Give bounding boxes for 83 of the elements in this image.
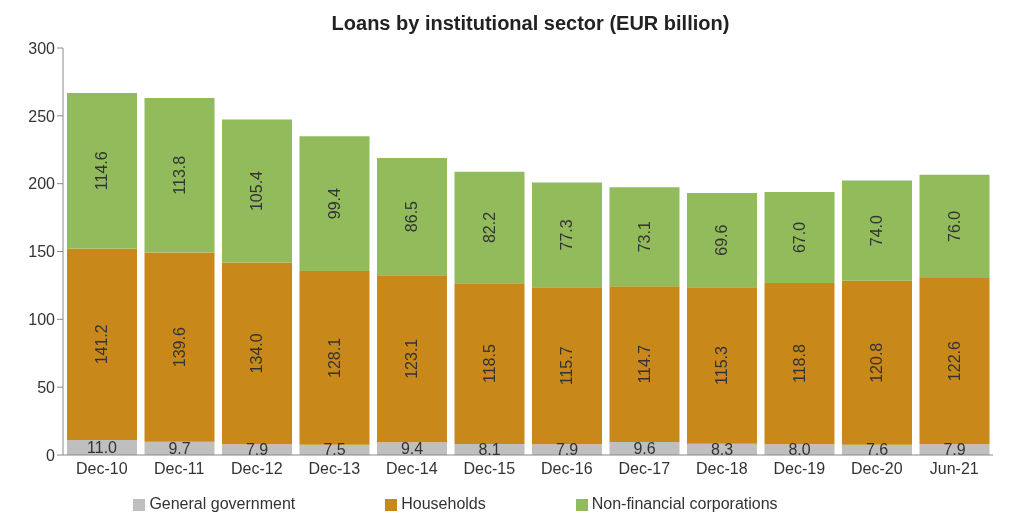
bar (609, 286, 680, 442)
data-label: 118.8 (791, 344, 808, 383)
data-label: 7.6 (865, 441, 889, 459)
x-tick-label: Dec-17 (618, 460, 671, 478)
x-tick-label: Dec-18 (695, 460, 748, 478)
y-tick-label: 50 (37, 378, 56, 396)
bar (299, 136, 370, 272)
data-label: 134.0 (248, 333, 266, 374)
y-tick-label: 200 (28, 175, 56, 193)
data-label: 73.1 (636, 221, 653, 253)
data-label: 9.6 (633, 439, 656, 457)
data-label: 118.5 (481, 344, 498, 384)
data-label: 114.7 (636, 344, 653, 384)
data-label: 8.3 (710, 440, 734, 458)
legend-label: Households (401, 495, 486, 512)
data-label: 9.4 (400, 440, 424, 458)
data-label: 123.1 (403, 338, 421, 379)
bar (377, 275, 447, 443)
data-label: 120.8 (868, 342, 886, 383)
data-label: 67.0 (791, 221, 808, 254)
bar (67, 248, 137, 441)
bar (764, 282, 835, 445)
bar (454, 283, 525, 445)
data-label: 141.2 (93, 324, 111, 365)
bar (222, 119, 292, 263)
bar (919, 277, 990, 445)
legend-label: Non-financial corporations (591, 495, 778, 512)
data-label: 7.9 (943, 441, 966, 459)
bar (144, 252, 215, 442)
data-label: 7.5 (323, 441, 346, 459)
data-label: 82.2 (481, 211, 498, 244)
data-label: 86.5 (403, 200, 421, 233)
bar (377, 157, 447, 276)
x-tick-label: Dec-19 (773, 460, 826, 478)
bar (842, 280, 912, 445)
data-label: 122.6 (946, 341, 963, 382)
bar (919, 174, 990, 278)
data-label: 69.6 (713, 224, 731, 256)
data-label: 77.3 (558, 219, 576, 251)
bar (454, 171, 525, 284)
x-tick-label: Dec-11 (154, 460, 205, 478)
x-tick-label: Dec-13 (308, 460, 361, 478)
data-label: 139.6 (171, 327, 188, 368)
y-tick-label: 0 (46, 446, 56, 464)
data-label: 74.0 (868, 214, 886, 247)
data-label: 11.0 (87, 439, 118, 457)
data-label: 115.7 (558, 346, 576, 386)
data-label: 113.8 (171, 155, 188, 195)
y-tick-label: 100 (28, 311, 56, 329)
x-tick-label: Dec-14 (385, 460, 438, 478)
x-tick-label: Dec-15 (463, 460, 516, 478)
y-tick-label: 300 (28, 39, 56, 57)
data-label: 8.0 (788, 441, 811, 459)
data-label: 8.1 (478, 441, 501, 459)
bar (532, 287, 602, 445)
bar (222, 262, 292, 445)
data-label: 105.4 (248, 170, 266, 212)
bar (67, 93, 137, 249)
bar (842, 180, 912, 281)
data-label: 128.1 (326, 337, 343, 378)
x-tick-label: Dec-12 (230, 460, 283, 478)
x-tick-label: Dec-16 (540, 460, 593, 478)
data-label: 7.9 (245, 441, 269, 459)
bar (609, 187, 680, 287)
bar (687, 192, 757, 288)
data-label: 7.9 (555, 441, 579, 459)
x-tick-label: Jun-21 (929, 460, 979, 478)
bar (144, 98, 215, 253)
x-tick-label: Dec-20 (850, 460, 903, 478)
bar (532, 182, 602, 288)
y-tick-label: 150 (28, 243, 56, 261)
bar (764, 192, 835, 283)
bar (299, 271, 370, 445)
data-label: 114.6 (93, 151, 111, 191)
y-tick-label: 250 (28, 107, 56, 125)
data-label: 76.0 (946, 210, 963, 242)
data-label: 99.4 (326, 187, 343, 220)
legend-label: General government (149, 495, 296, 512)
data-label: 9.7 (168, 439, 191, 457)
x-tick-label: Dec-10 (75, 460, 128, 478)
bar (687, 287, 757, 444)
chart-title: Loans by institutional sector (EUR billion) (330, 11, 731, 36)
data-label: 115.3 (713, 346, 731, 385)
